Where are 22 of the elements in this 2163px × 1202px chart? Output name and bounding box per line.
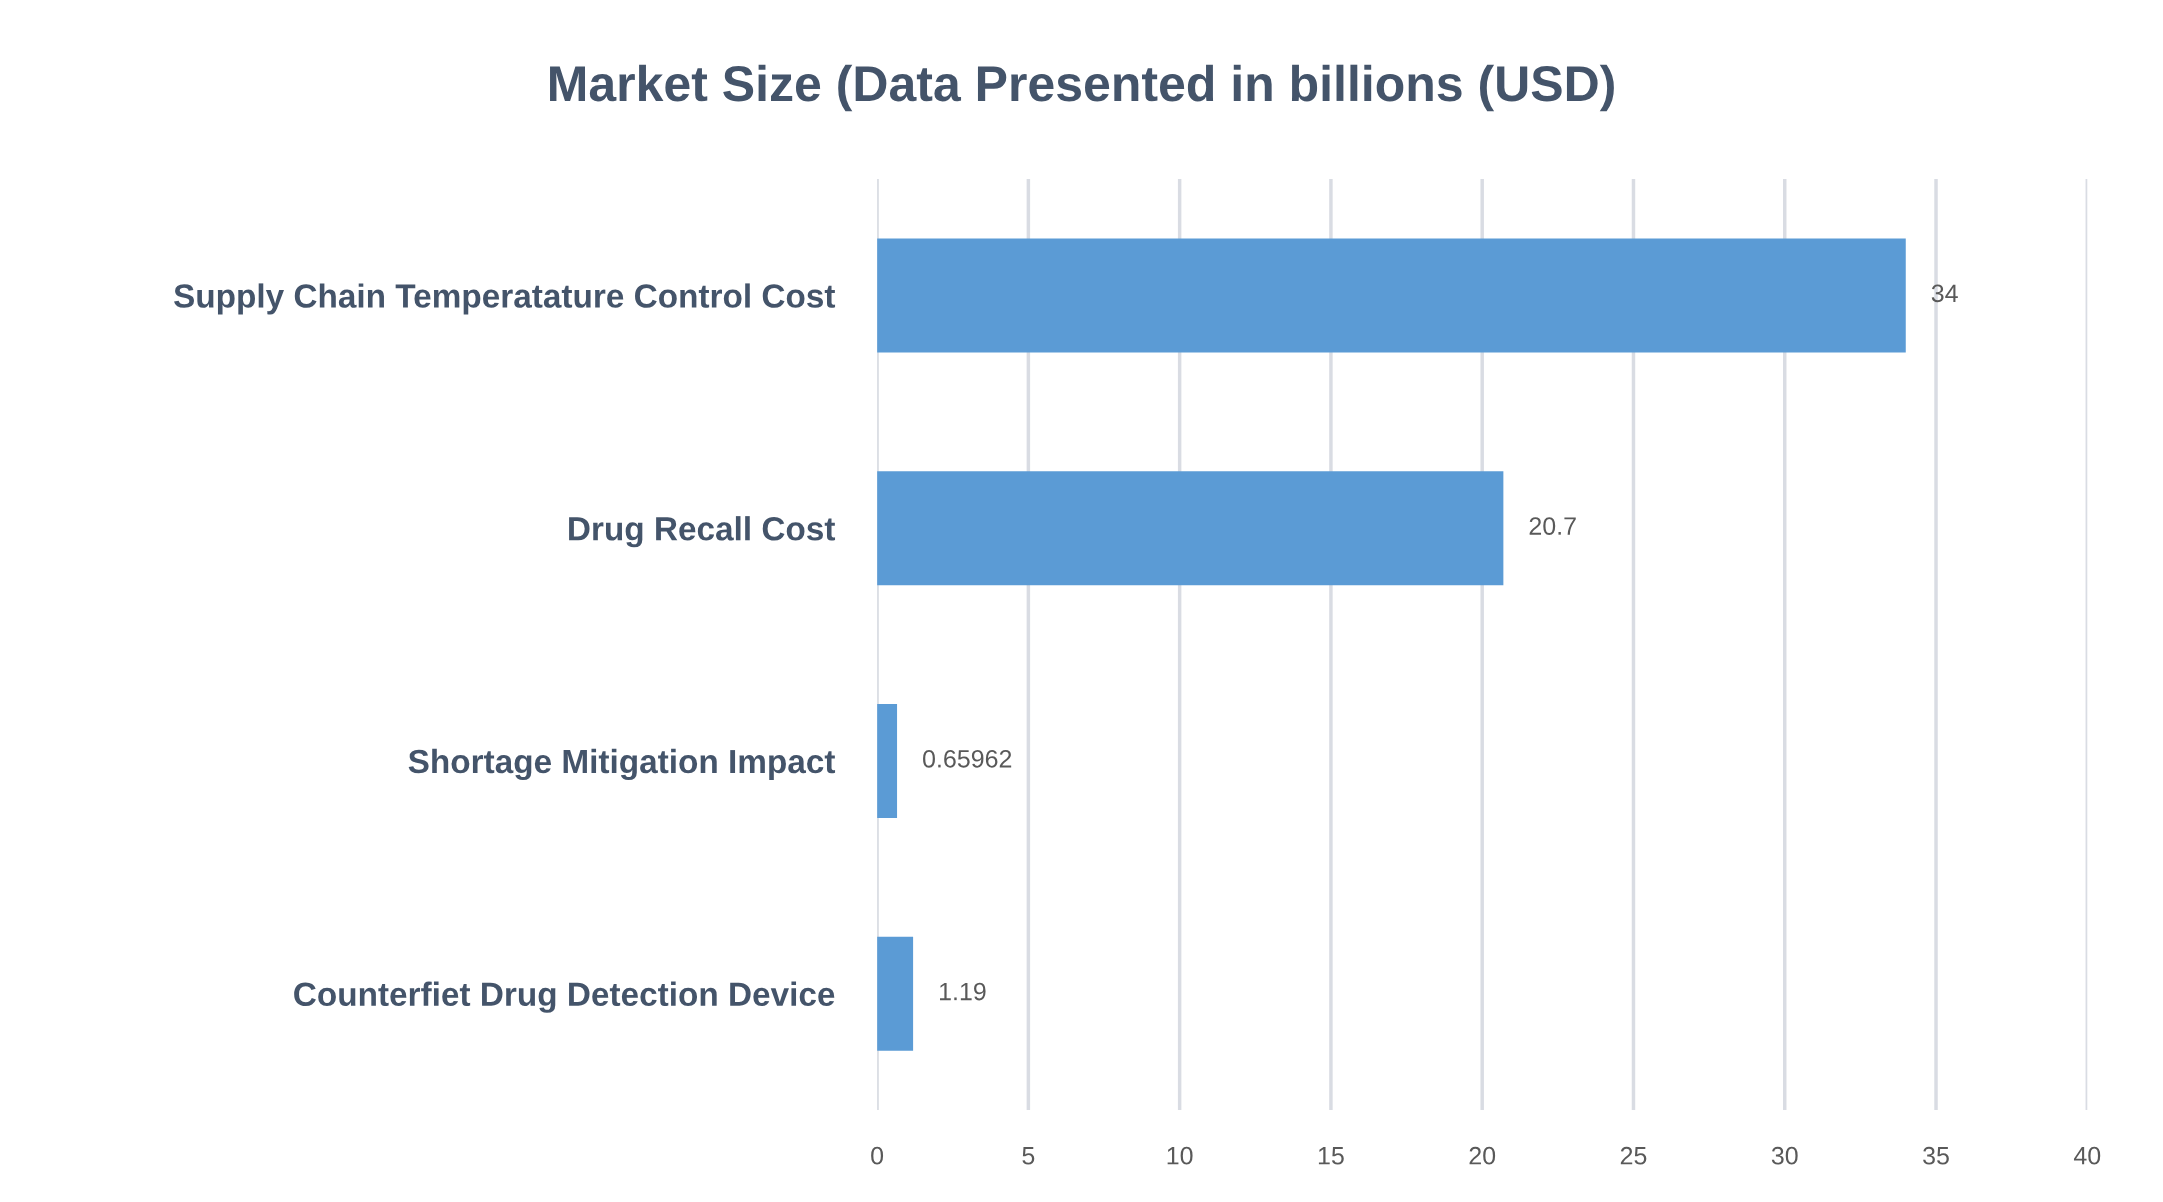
data-label: 1.19 xyxy=(940,982,986,1001)
data-label: 34 xyxy=(1931,284,1958,303)
data-label: 20.7 xyxy=(1529,517,1576,535)
bar xyxy=(877,471,1504,586)
x-tick-label: 25 xyxy=(1620,1146,1647,1165)
x-tick-label: 40 xyxy=(2073,1146,2101,1165)
x-tick-label: 10 xyxy=(1167,1146,1193,1165)
data-label: 0.65962 xyxy=(923,749,1012,768)
bar xyxy=(877,936,914,1051)
bar xyxy=(877,703,898,818)
y-tick-label: Supply Chain Temperatature Control Cost xyxy=(174,283,836,315)
x-tick-label: 0 xyxy=(871,1146,884,1165)
y-tick-label: Counterfiet Drug Detection Device xyxy=(294,981,835,1013)
chart-title: Market Size (Data Presented in billions (USD) xyxy=(550,64,1614,112)
x-tick-label: 15 xyxy=(1318,1147,1344,1165)
x-tick-label: 5 xyxy=(1022,1147,1035,1165)
x-tick-label: 30 xyxy=(1771,1146,1798,1165)
y-tick-label: Drug Recall Cost xyxy=(569,516,836,548)
x-tick-label: 20 xyxy=(1469,1146,1496,1165)
y-tick-label: Shortage Mitigation Impact xyxy=(408,748,836,781)
x-tick-label: 35 xyxy=(1923,1146,1949,1165)
bar xyxy=(877,238,1906,353)
